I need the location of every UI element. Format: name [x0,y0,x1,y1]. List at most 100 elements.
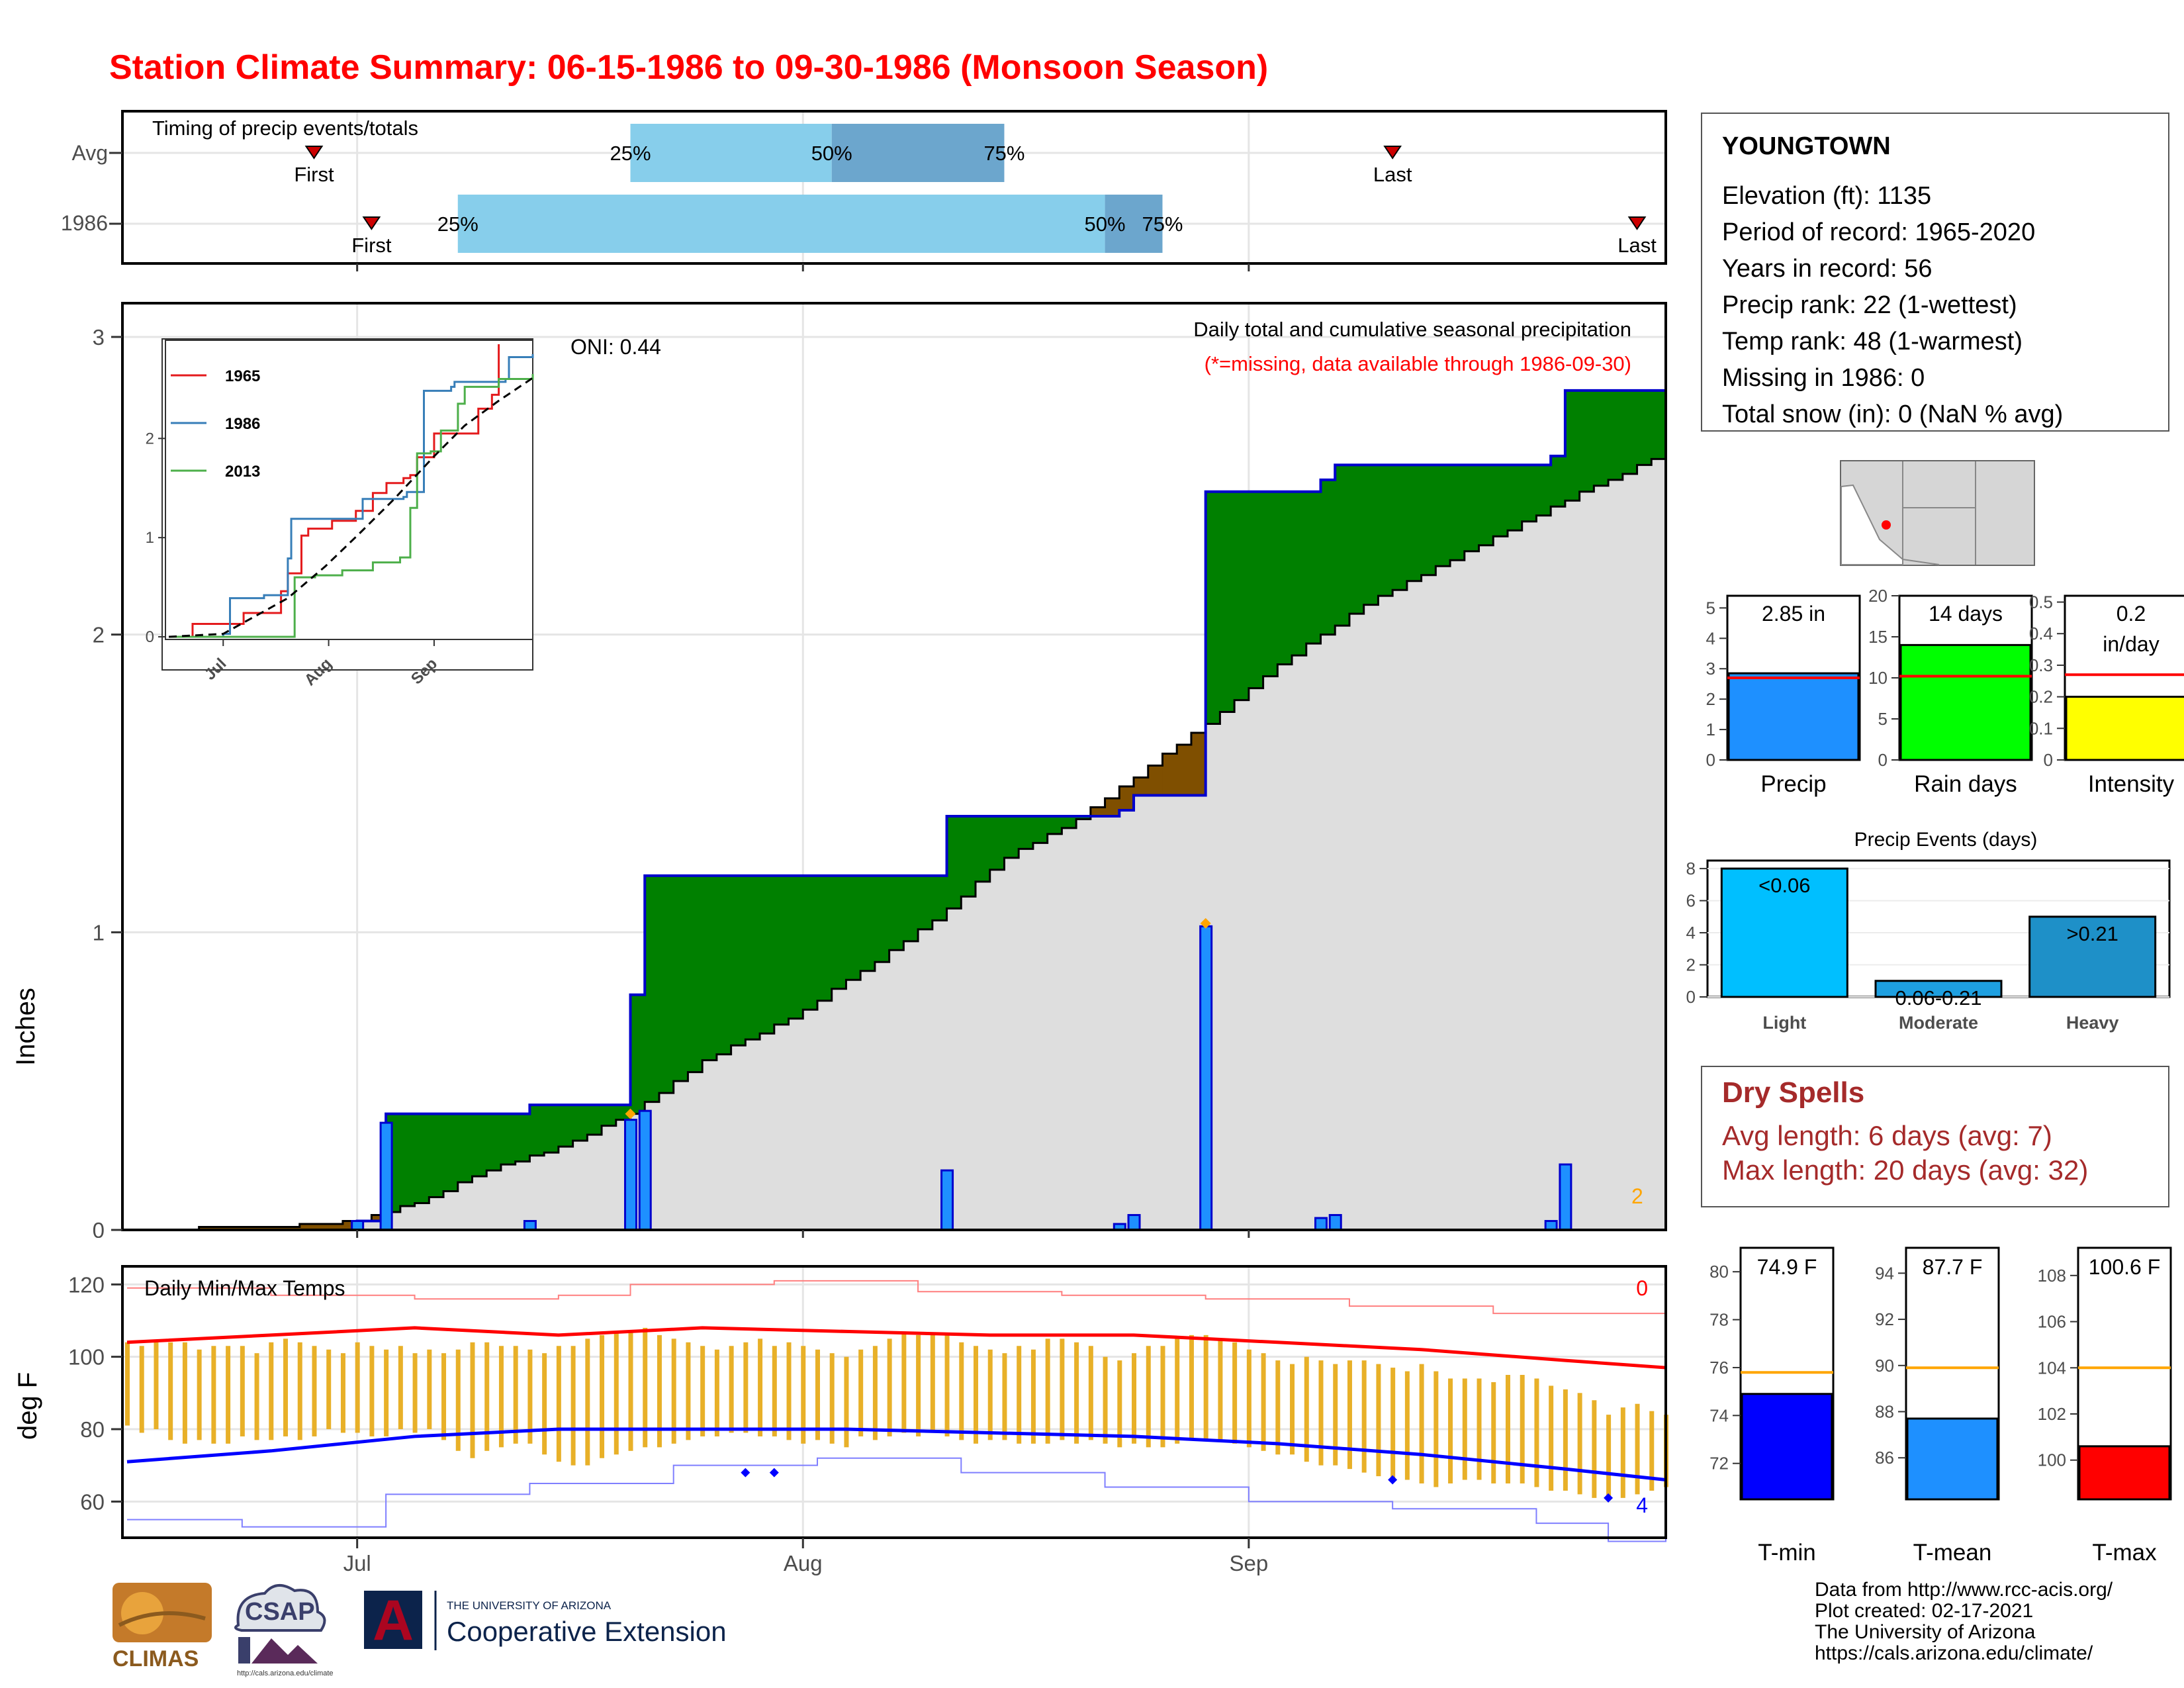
precip-anomaly-fill [976,816,991,882]
precip-anomaly-fill [989,816,1005,870]
precip-anomaly-fill [889,875,904,951]
daily-temp-range-bar [1045,1338,1050,1444]
precip-anomaly-fill [716,875,732,1055]
summary-y-tick-label: 2 [1706,689,1715,709]
x-tick-label: Aug [784,1551,823,1575]
credit-line: The University of Arizona [1815,1621,2036,1643]
precip-title: Daily total and cumulative seasonal prec… [1193,318,1631,341]
page-title: Station Climate Summary: 06-15-1986 to 0… [109,48,1269,87]
daily-temp-range-bar [1275,1360,1281,1455]
dry-spells-title: Dry Spells [1722,1076,1865,1109]
ua-logo-line1: THE UNIVERSITY OF ARIZONA [447,1599,612,1612]
daily-temp-range-bar [1146,1346,1151,1448]
summary-y-tick-label: 15 [1868,627,1888,647]
temp-summary-y-tick-label: 92 [1875,1309,1894,1329]
precip-anomaly-fill [271,1227,286,1230]
daily-temp-range-bar [772,1346,777,1436]
precip-events-chart: Precip Events (days) 0 2 4 6 8 <0.06 Light 0.06… [1686,829,2171,1033]
precip-anomaly-fill [199,1227,214,1230]
timing-panel: 25% 50% 75% First Last 25% 50% 75% First Last Tim… [61,110,1667,271]
events-bar-label: 0.06-0.21 [1895,986,1982,1009]
precip-anomaly-fill [932,875,948,921]
temp-summary-label: T-min [1758,1540,1816,1566]
precip-anomaly-fill [702,875,717,1060]
summary-bar-raindays [1899,643,2032,761]
daily-temp-range-bar [1462,1378,1467,1480]
precip-anomaly-fill [961,816,976,897]
precip-anomaly-fill [1191,733,1206,796]
daily-temp-range-bar [714,1349,719,1436]
precip-anomaly-fill [1464,465,1480,551]
precip-anomaly-fill [1435,465,1451,567]
temp-y-tick-label: 120 [68,1272,105,1297]
daily-temp-range-bar [542,1353,547,1455]
daily-precip-bar [940,1169,954,1231]
daily-temp-range-bar [1505,1375,1510,1483]
precip-anomaly-fill [1134,777,1149,796]
daily-temp-range-bar [858,1349,864,1436]
precip-anomaly-fill [645,875,660,1102]
station-period: Period of record: 1965-2020 [1722,218,2036,246]
precip-anomaly-fill [1320,479,1336,635]
precip-anomaly-fill [1248,491,1264,688]
station-temp-rank: Temp rank: 48 (1-warmest) [1722,328,2023,355]
precip-anomaly-fill [659,875,674,1094]
summary-y-tick-label: 20 [1868,586,1888,606]
daily-precip-bar [1559,1163,1572,1231]
precip-anomaly-fill [874,875,890,962]
daily-temp-range-bar [1318,1360,1324,1466]
precip-anomaly-fill [572,1105,588,1141]
csap-logo-text: CSAP [245,1598,315,1626]
precip-anomaly-fill [242,1227,257,1230]
precip-y-tick-label: 1 [93,920,105,945]
timing-bars: 25% 50% 75% First Last 25% 50% 75% First Last [294,124,1657,257]
daily-precip-bar [1314,1217,1328,1231]
daily-temp-range-bar [427,1349,432,1429]
climas-logo: CLIMAS [113,1583,212,1671]
summary-bars: 0 1 2 3 4 5 2.85 in Precip 0 5 10 15 20 14 days Rain d… [1706,586,2184,797]
precip-y-tick-label: 2 [93,623,105,647]
daily-temp-range-bar [398,1346,403,1429]
precip-anomaly-fill [400,1113,416,1207]
precip-y-label: Inches [11,988,40,1066]
temp-summary-y-tick-label: 72 [1709,1454,1729,1474]
precip-anomaly-fill [1220,491,1235,712]
timing-marker-icon [362,216,381,230]
precip-anomaly-fill [731,875,746,1046]
summary-y-tick-label: 3 [1706,659,1715,679]
daily-temp-range-bar [585,1338,590,1466]
csap-logo: CSAP http://cals.arizona.edu/climate [234,1584,334,1677]
daily-temp-range-bar [1577,1393,1582,1495]
summary-y-tick-label: 0.1 [2029,718,2053,738]
precip-anomaly-fill [860,875,876,971]
daily-temp-range-bar [1520,1375,1525,1483]
csap-cloud-icon [234,1584,326,1632]
summary-y-tick-label: 0 [1878,750,1888,770]
climas-logo-swoosh [118,1611,206,1627]
daily-precip-bar [624,1119,638,1231]
precip-anomaly-fill [903,875,919,941]
precip-anomaly-fill [1032,816,1048,843]
temp-y-tick-label: 100 [68,1345,105,1370]
timing-last-label: Last [1617,234,1657,257]
precip-anomaly-fill [500,1113,516,1165]
climas-logo-text: CLIMAS [113,1646,199,1671]
timing-bar-late [831,124,1005,182]
precip-anomaly-fill [1637,390,1652,465]
precip-anomaly-fill [1536,465,1551,516]
precip-anomaly-fill [760,875,775,1034]
daily-temp-range-bar [340,1353,345,1433]
timing-pct-label: 50% [811,142,852,165]
summary-y-tick-label: 1 [1706,720,1715,739]
daily-temp-range-bar [1189,1335,1194,1440]
daily-temp-range-bar [729,1346,734,1433]
daily-temp-range-bar [1534,1378,1539,1487]
locator-map [1840,460,2035,566]
daily-temp-range-bar [570,1346,576,1466]
temp-summary-y-tick-label: 76 [1709,1358,1729,1378]
daily-temp-range-bar [1175,1338,1180,1444]
temp-y-tick-label: 80 [80,1417,105,1442]
precip-events-title: Precip Events (days) [1854,829,2038,851]
precip-anomaly-fill [529,1105,545,1156]
summary-y-tick-label: 0.5 [2029,592,2053,612]
